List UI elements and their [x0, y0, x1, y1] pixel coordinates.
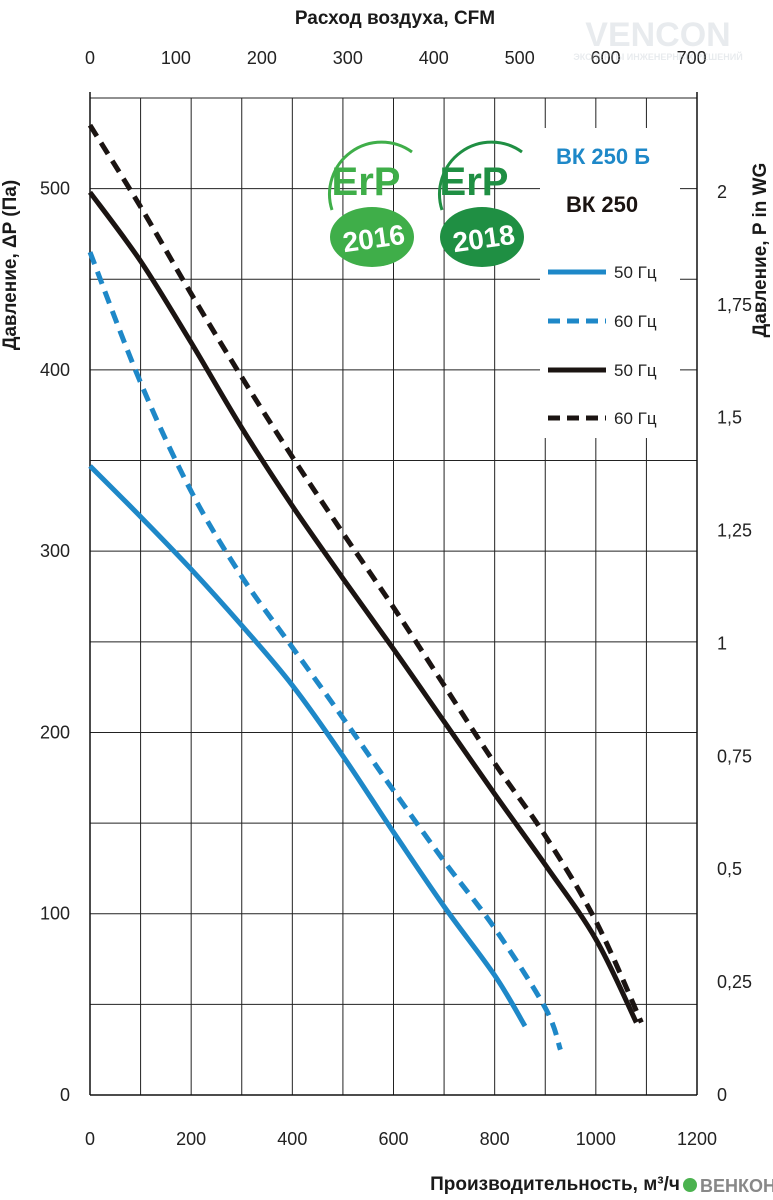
x2-tick-label: 300 — [333, 48, 363, 68]
watermark: VENCON ЭКСПЕРТЫ ИНЖЕНЕРНЫХ РЕШЕНИЙ — [573, 16, 742, 62]
erp-2016-badge: ErP 2016 — [328, 140, 414, 267]
y2-tick-label: 1 — [717, 633, 727, 653]
erp-2018-text: ErP — [440, 160, 509, 204]
erp-2016-text: ErP — [332, 160, 401, 204]
x-tick-label: 1000 — [576, 1129, 616, 1149]
y2-tick-label: 0,75 — [717, 746, 752, 766]
legend-label-black-60: 60 Гц — [614, 409, 657, 428]
x-tick-label: 1200 — [677, 1129, 717, 1149]
y2-tick-label: 1,75 — [717, 295, 752, 315]
x-tick-label: 600 — [378, 1129, 408, 1149]
x2-tick-label: 600 — [591, 48, 621, 68]
erp-2018-badge: ErP 2018 — [438, 140, 524, 267]
legend-title-bk250: ВК 250 — [566, 192, 638, 217]
x2-axis-label: Расход воздуха, CFM — [295, 8, 495, 29]
x-axis-label: Производительность, м³/ч — [430, 1174, 680, 1195]
legend-label-blue-50: 50 Гц — [614, 263, 657, 282]
watermark-bottom-text: ВЕНКОН — [700, 1176, 773, 1196]
watermark-tagline: ЭКСПЕРТЫ ИНЖЕНЕРНЫХ РЕШЕНИЙ — [573, 51, 742, 62]
y-tick-label: 500 — [40, 179, 70, 199]
y2-tick-label: 0,25 — [717, 972, 752, 992]
watermark-logo-icon — [683, 1178, 697, 1192]
y-tick-label: 300 — [40, 541, 70, 561]
performance-curves — [87, 123, 644, 1051]
x2-tick-label: 400 — [419, 48, 449, 68]
x2-tick-label: 500 — [505, 48, 535, 68]
x-tick-label: 800 — [480, 1129, 510, 1149]
y-tick-label: 0 — [60, 1085, 70, 1105]
y-tick-label: 400 — [40, 360, 70, 380]
y2-tick-label: 1,5 — [717, 408, 742, 428]
x2-tick-label: 700 — [677, 48, 707, 68]
y2-tick-label: 0 — [717, 1085, 727, 1105]
y-axis-label: Давление, ΔP (Па) — [0, 180, 21, 350]
legend-title-bk250b: ВК 250 Б — [556, 144, 650, 169]
curve-1 — [88, 464, 528, 1028]
legend-label-blue-60: 60 Гц — [614, 312, 657, 331]
legend: ВК 250 Б ВК 250 50 Гц 60 Гц 50 Гц 60 Гц — [540, 128, 680, 438]
watermark-brand: VENCON — [585, 16, 730, 54]
x2-tick-label: 200 — [247, 48, 277, 68]
x-tick-label: 400 — [277, 1129, 307, 1149]
watermark-bottom: ВЕНКОН — [683, 1176, 773, 1196]
x-tick-label: 200 — [176, 1129, 206, 1149]
x2-tick-label: 100 — [161, 48, 191, 68]
curve-2 — [87, 251, 563, 1051]
x2-tick-label: 0 — [85, 48, 95, 68]
legend-label-black-50: 50 Гц — [614, 361, 657, 380]
y-tick-label: 100 — [40, 904, 70, 924]
curve-3 — [87, 190, 639, 1024]
y-tick-label: 200 — [40, 722, 70, 742]
x-tick-label: 0 — [85, 1129, 95, 1149]
y2-tick-label: 1,25 — [717, 521, 752, 541]
y2-tick-label: 0,5 — [717, 859, 742, 879]
y2-tick-label: 2 — [717, 182, 727, 202]
y2-axis-label: Давление, P in WG — [750, 163, 771, 338]
